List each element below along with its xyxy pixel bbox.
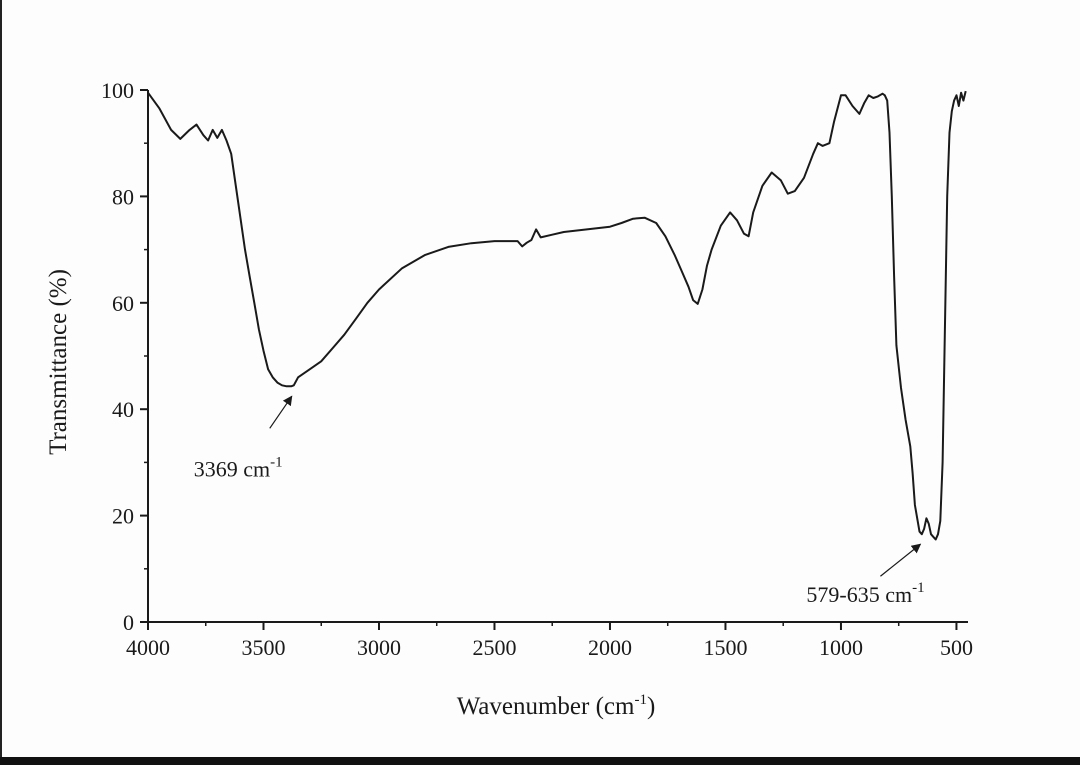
- axes: [147, 90, 968, 623]
- annotation-arrow: [269, 395, 293, 429]
- annotation-label: 3369 cm-1: [194, 454, 283, 481]
- x-tick-label: 1000: [819, 635, 863, 660]
- annotation-sup: -1: [270, 454, 283, 470]
- x-tick-label: 3500: [241, 635, 285, 660]
- x-tick-label: 3000: [357, 635, 401, 660]
- x-tick-label: 2500: [472, 635, 516, 660]
- y-axis-title: Transmittance (%): [45, 269, 72, 455]
- y-tick-label: 60: [112, 291, 134, 316]
- y-ticks: 0 20 40 60 80 100: [101, 78, 148, 635]
- y-tick-label: 80: [112, 184, 134, 209]
- annotation-label: 579-635 cm-1: [806, 580, 924, 607]
- y-tick-label: 100: [101, 78, 134, 103]
- left-border: [0, 0, 2, 765]
- annotation-text: 579-635 cm: [806, 582, 912, 607]
- annotation-sup: -1: [912, 580, 925, 596]
- x-tick-label: 2000: [588, 635, 632, 660]
- bottom-bar: [0, 757, 1080, 765]
- x-tick-label: 4000: [126, 635, 170, 660]
- y-tick-label: 20: [112, 504, 134, 529]
- y-tick-label: 0: [123, 610, 134, 635]
- x-ticks: 4000 3500 3000 2500 2000 1500 1000 500: [126, 622, 973, 660]
- x-axis-title-main: Wavenumber (cm: [457, 693, 635, 720]
- annotation-text: 3369 cm: [194, 456, 270, 481]
- x-axis-title-close: ): [647, 693, 655, 720]
- spectrum-line: [147, 90, 967, 541]
- x-tick-label: 1500: [703, 635, 747, 660]
- x-axis-title: Wavenumber (cm-1): [457, 692, 656, 720]
- x-tick-label: 500: [940, 635, 973, 660]
- y-tick-label: 40: [112, 397, 134, 422]
- x-axis-title-sup: -1: [634, 692, 647, 708]
- annotation-arrow: [880, 543, 922, 577]
